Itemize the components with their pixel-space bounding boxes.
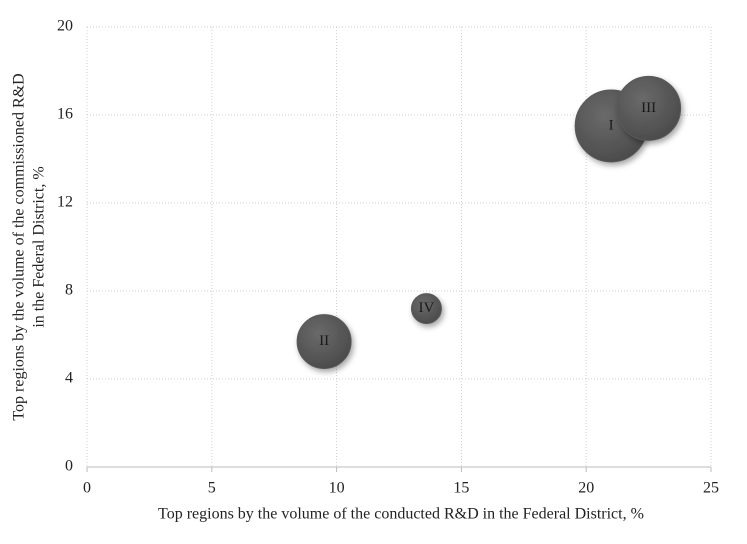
- x-tick-label: 25: [703, 480, 719, 497]
- y-axis-label: Top regions by the volume of the commiss…: [11, 73, 48, 420]
- x-tick-label: 20: [578, 480, 594, 497]
- bubble: [410, 293, 442, 325]
- bubble: [616, 75, 682, 141]
- x-axis-label: Top regions by the volume of the conduct…: [158, 506, 644, 523]
- bubble-label: IV: [419, 300, 435, 316]
- bubble-label: III: [641, 100, 656, 116]
- bubble-label: I: [609, 117, 614, 133]
- bubble-label: II: [319, 333, 329, 349]
- x-tick-label: 5: [208, 480, 216, 497]
- y-tick-label: 8: [65, 282, 73, 299]
- x-tick-label: 0: [83, 480, 91, 497]
- y-axis-label-line: Top regions by the volume of the commiss…: [11, 73, 28, 420]
- bubble: [296, 314, 352, 370]
- y-tick-label: 16: [57, 106, 73, 123]
- y-tick-label: 12: [57, 194, 73, 211]
- y-tick-label: 0: [65, 458, 73, 475]
- y-tick-label: 4: [65, 370, 73, 387]
- y-axis-label-line: in the Federal District, %: [31, 166, 48, 327]
- x-tick-label: 15: [453, 480, 469, 497]
- y-tick-label: 20: [57, 18, 73, 35]
- x-tick-label: 10: [329, 480, 345, 497]
